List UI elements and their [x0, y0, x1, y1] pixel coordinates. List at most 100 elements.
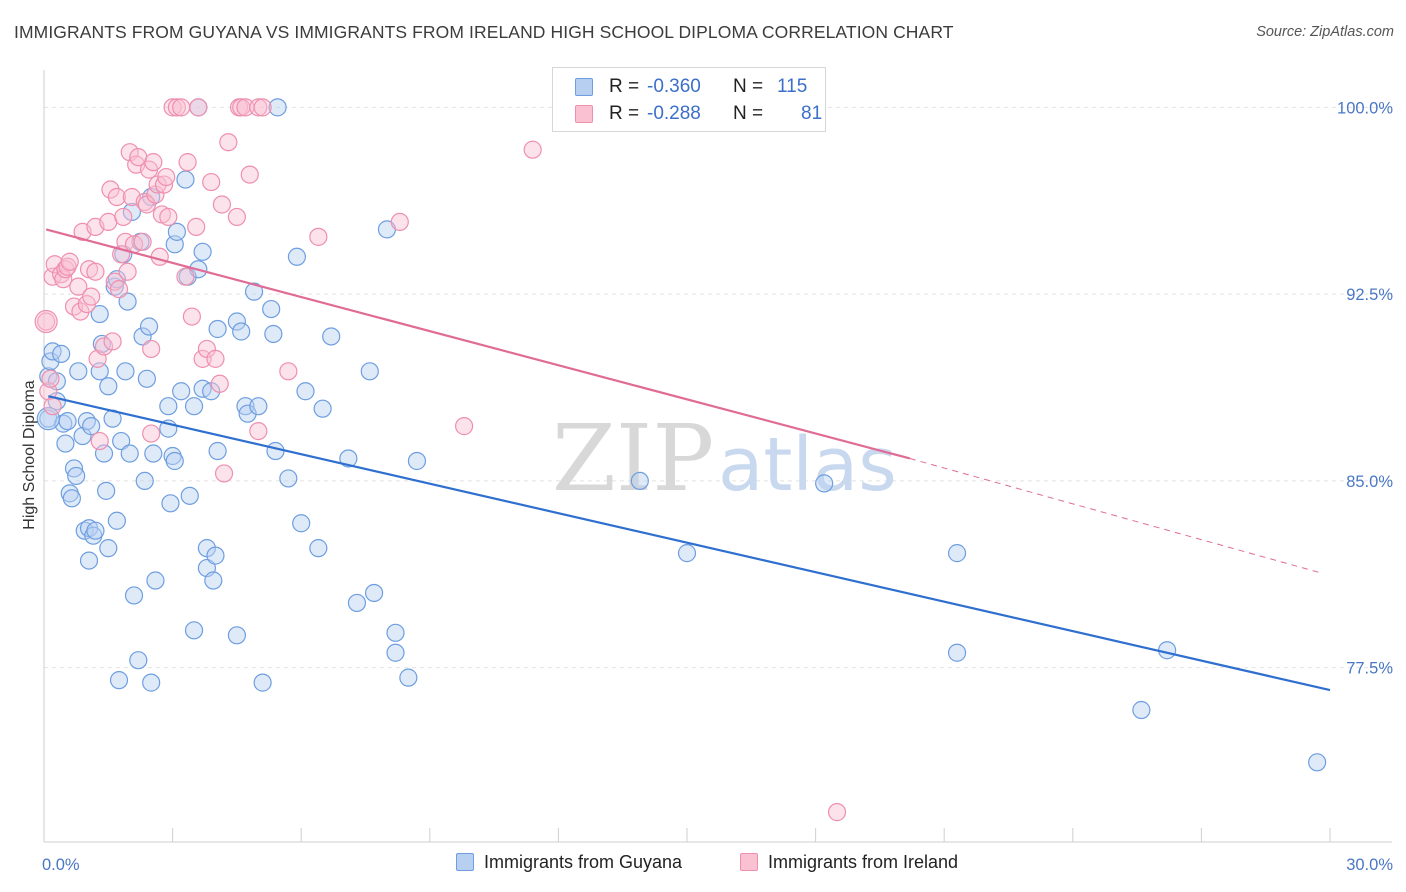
- point-guyana: [193, 242, 212, 261]
- point-guyana: [253, 673, 272, 692]
- point-guyana: [180, 486, 199, 505]
- point-ireland: [167, 98, 186, 117]
- legend-n-value: 115: [777, 76, 808, 97]
- point-guyana: [386, 623, 405, 642]
- point-guyana: [56, 434, 75, 453]
- point-ireland: [142, 424, 161, 443]
- point-ireland: [454, 417, 474, 436]
- point-ireland: [118, 262, 137, 281]
- point-guyana: [1308, 753, 1327, 772]
- legend-swatch-ireland: [575, 105, 593, 123]
- point-guyana: [122, 202, 141, 222]
- point-guyana: [62, 489, 81, 508]
- legend-n-value: 81: [801, 103, 823, 124]
- point-ireland: [240, 165, 259, 184]
- point-ireland: [172, 98, 191, 117]
- point-guyana: [208, 319, 227, 339]
- gridlines: [44, 106, 1392, 669]
- point-guyana: [232, 322, 251, 341]
- tick-labels: 77.5% 85.0% 92.5% 100.0% 0.0% 30.0%: [42, 99, 1393, 874]
- bottom-legend-ireland: Immigrants from Ireland: [740, 852, 958, 873]
- point-ireland: [103, 332, 122, 351]
- point-guyana: [124, 586, 144, 605]
- point-guyana: [309, 539, 328, 558]
- point-guyana: [69, 362, 88, 381]
- point-guyana: [135, 471, 154, 491]
- point-guyana: [86, 521, 105, 540]
- bottom-legend-label-guyana: Immigrants from Guyana: [484, 852, 683, 872]
- point-ireland: [90, 431, 109, 451]
- point-ireland: [212, 195, 231, 214]
- point-ireland: [60, 252, 79, 271]
- point-guyana: [815, 474, 834, 493]
- point-guyana: [364, 583, 384, 603]
- point-guyana: [99, 377, 118, 396]
- point-guyana: [139, 317, 159, 336]
- point-guyana: [165, 451, 184, 471]
- x-tick-label: 0.0%: [42, 856, 80, 874]
- series-guyana-points: [36, 98, 1327, 772]
- point-ireland: [150, 247, 169, 266]
- y-axis-label: High School Diploma: [21, 380, 38, 530]
- point-ireland: [206, 349, 225, 368]
- point-ireland: [827, 803, 847, 822]
- point-ireland: [99, 212, 118, 232]
- point-ireland: [107, 187, 126, 207]
- point-guyana: [146, 571, 165, 590]
- y-tick-label: 85.0%: [1346, 473, 1393, 491]
- point-guyana: [167, 222, 186, 241]
- point-guyana: [112, 431, 131, 451]
- point-ireland: [34, 309, 58, 334]
- point-ireland: [37, 312, 56, 331]
- point-guyana: [238, 404, 257, 423]
- point-guyana: [58, 412, 77, 431]
- point-ireland: [135, 192, 154, 212]
- point-guyana: [1158, 641, 1177, 660]
- axes: [43, 70, 1392, 843]
- point-guyana: [79, 551, 99, 570]
- point-guyana: [386, 643, 405, 662]
- point-guyana: [120, 444, 139, 463]
- point-guyana: [1132, 700, 1151, 720]
- point-guyana: [262, 299, 281, 319]
- point-guyana: [630, 471, 649, 491]
- point-guyana: [407, 451, 427, 471]
- point-ireland: [182, 307, 201, 326]
- point-guyana: [116, 362, 135, 381]
- point-ireland: [178, 153, 197, 172]
- y-tick-label: 77.5%: [1346, 660, 1393, 678]
- correlation-legend: R = -0.360 N = 115 R = -0.288 N = 81: [552, 67, 826, 132]
- point-guyana: [39, 367, 58, 386]
- point-ireland: [390, 212, 409, 232]
- legend-n-label: N =: [733, 103, 764, 124]
- bottom-legend-label-ireland: Immigrants from Ireland: [768, 852, 959, 872]
- point-guyana: [360, 362, 379, 381]
- watermark-zip: ZIP: [552, 405, 714, 512]
- watermark-atlas: atlas: [718, 422, 897, 508]
- point-guyana: [64, 459, 84, 478]
- point-guyana: [296, 382, 315, 401]
- point-ireland: [144, 153, 163, 172]
- point-guyana: [133, 327, 152, 346]
- point-guyana: [118, 292, 137, 311]
- point-guyana: [347, 593, 367, 613]
- trend-line-guyana: [48, 395, 1331, 692]
- y-tick-label: 92.5%: [1346, 286, 1393, 304]
- point-guyana: [184, 397, 204, 416]
- series-ireland-points: [34, 98, 847, 822]
- point-guyana: [204, 571, 223, 590]
- legend-r-label: R =: [609, 76, 640, 97]
- point-ireland: [227, 207, 246, 227]
- point-guyana: [142, 673, 161, 692]
- bottom-legend-swatch-guyana: [456, 853, 474, 871]
- point-guyana: [97, 481, 116, 500]
- point-ireland: [176, 267, 195, 286]
- point-guyana: [92, 334, 111, 354]
- point-ireland: [109, 280, 129, 299]
- point-ireland: [210, 374, 229, 393]
- point-ireland: [157, 167, 176, 187]
- point-guyana: [36, 407, 60, 431]
- point-guyana: [206, 546, 225, 565]
- point-ireland: [101, 180, 120, 199]
